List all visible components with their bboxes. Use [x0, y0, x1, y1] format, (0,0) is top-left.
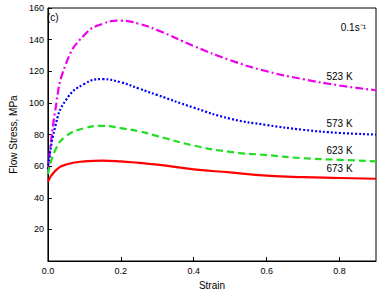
svg-text:100: 100	[29, 98, 44, 108]
svg-text:0.2: 0.2	[115, 266, 128, 276]
svg-text:0.1s⁻¹: 0.1s⁻¹	[341, 22, 367, 33]
svg-text:20: 20	[34, 224, 44, 234]
svg-text:0.4: 0.4	[187, 266, 200, 276]
svg-text:60: 60	[34, 161, 44, 171]
svg-text:80: 80	[34, 130, 44, 140]
svg-text:(c): (c)	[47, 11, 59, 23]
svg-text:40: 40	[34, 193, 44, 203]
svg-text:0.0: 0.0	[42, 266, 55, 276]
svg-text:0.8: 0.8	[333, 266, 346, 276]
svg-text:673 K: 673 K	[326, 163, 352, 174]
svg-text:Strain: Strain	[199, 280, 225, 291]
svg-text:573 K: 573 K	[326, 118, 352, 129]
svg-text:523 K: 523 K	[326, 71, 352, 82]
svg-text:120: 120	[29, 66, 44, 76]
svg-text:0.6: 0.6	[260, 266, 273, 276]
svg-text:140: 140	[29, 35, 44, 45]
svg-text:623 K: 623 K	[326, 145, 352, 156]
svg-text:160: 160	[29, 3, 44, 13]
svg-text:Flow Stress, MPa: Flow Stress, MPa	[8, 95, 19, 174]
